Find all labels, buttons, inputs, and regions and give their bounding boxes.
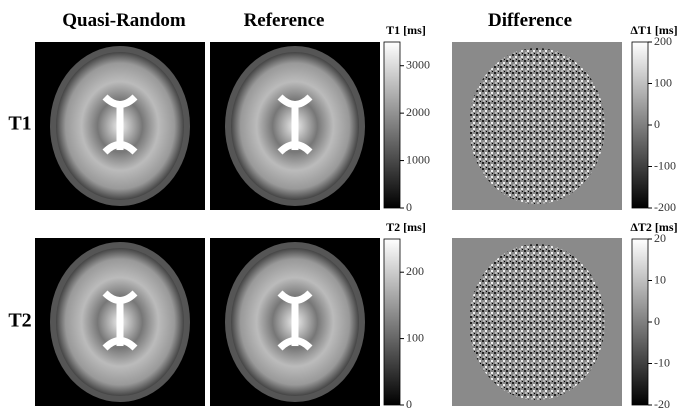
- column-header: Difference: [488, 10, 572, 31]
- colorbar-tick-label: 200: [654, 34, 672, 48]
- map-image: [35, 42, 205, 210]
- colorbar: [384, 42, 400, 208]
- map-image: [210, 238, 380, 406]
- colorbar-tick-label: -100: [654, 158, 676, 172]
- colorbar-tick-label: 3000: [406, 57, 430, 71]
- colorbar: [632, 239, 648, 405]
- colorbar-tick-label: 0: [406, 397, 412, 411]
- column-header: Reference: [244, 10, 325, 31]
- colorbar-tick-label: 100: [654, 75, 672, 89]
- colorbar-tick-label: 2000: [406, 105, 430, 119]
- figure: Quasi-Random Reference Difference T1 T2 …: [0, 0, 694, 414]
- colorbar-tick-label: 20: [654, 231, 666, 245]
- row-label: T1: [8, 113, 31, 135]
- map-image: [35, 238, 205, 406]
- colorbar-tick-label: 10: [654, 272, 666, 286]
- colorbar-tick-label: 0: [654, 117, 660, 131]
- colorbar-tick-label: -20: [654, 397, 670, 411]
- colorbar-tick-label: -10: [654, 355, 670, 369]
- colorbar-tick-label: 100: [406, 330, 424, 344]
- row-label: T2: [8, 310, 31, 332]
- colorbar-title: T2 [ms]: [386, 220, 426, 234]
- colorbar-title: T1 [ms]: [386, 23, 426, 37]
- colorbar-tick-label: 200: [406, 264, 424, 278]
- difference-image: [452, 42, 622, 210]
- colorbar: [384, 239, 400, 405]
- difference-image: [452, 238, 622, 406]
- map-image: [210, 42, 380, 210]
- column-header: Quasi-Random: [62, 10, 186, 31]
- colorbar-tick-label: -200: [654, 200, 676, 214]
- colorbar-tick-label: 0: [406, 200, 412, 214]
- colorbar-tick-label: 0: [654, 314, 660, 328]
- colorbar-tick-label: 1000: [406, 152, 430, 166]
- colorbar: [632, 42, 648, 208]
